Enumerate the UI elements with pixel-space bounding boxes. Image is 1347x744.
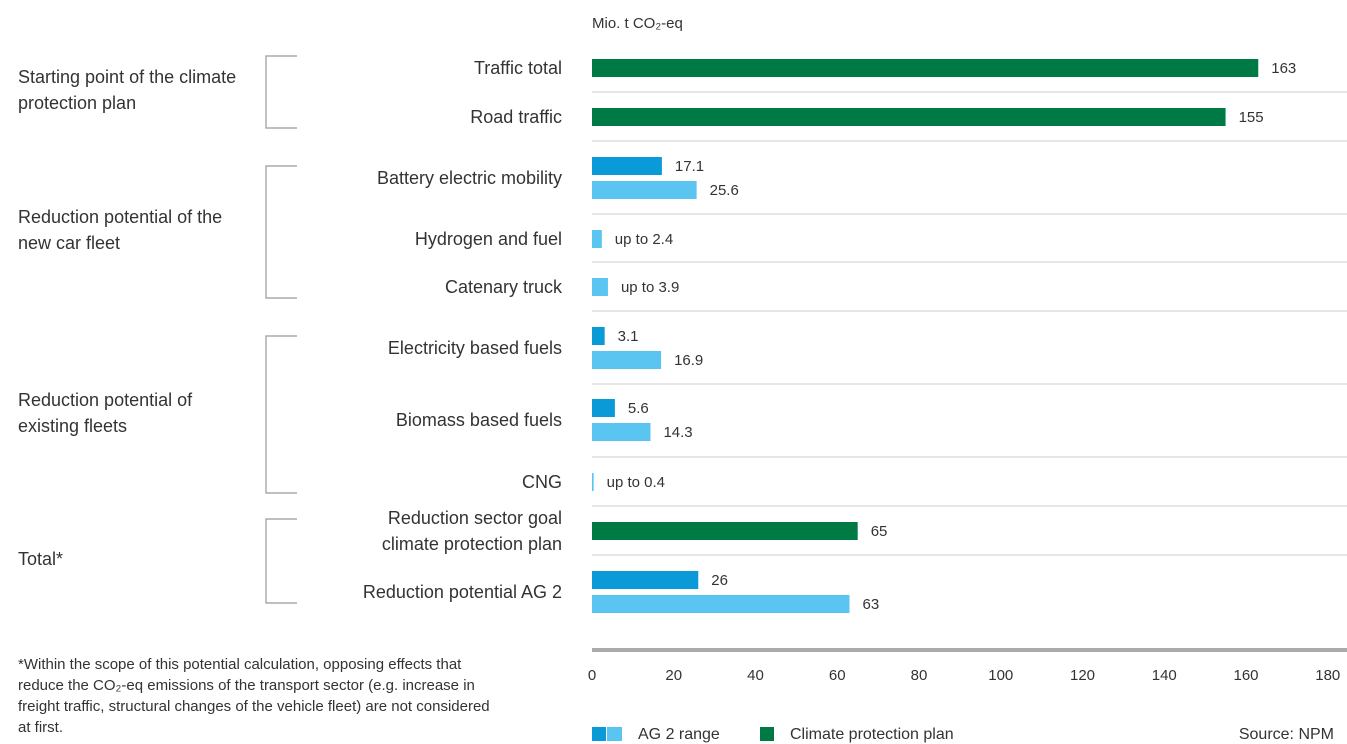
category-label: Battery electric mobility [376, 168, 562, 188]
value-label: 17.1 [675, 158, 704, 175]
group-label: Total* [18, 549, 64, 569]
legend-label: Climate protection plan [790, 726, 954, 743]
legend-swatch [592, 727, 606, 741]
value-label: up to 2.4 [615, 231, 673, 248]
bar [592, 278, 608, 296]
axis-label: Mio. t CO₂-eq [592, 15, 683, 32]
category-label: Reduction sector goal climate protection… [381, 508, 562, 554]
bar [592, 230, 602, 248]
value-label: 63 [863, 596, 880, 613]
legend-label: AG 2 range [638, 726, 720, 743]
bar [592, 59, 1259, 77]
bar [592, 108, 1226, 126]
x-tick-label: 60 [829, 667, 846, 684]
bar [592, 181, 697, 199]
bar [592, 423, 651, 441]
category-label: Catenary truck [444, 277, 562, 297]
bar [592, 327, 605, 345]
value-label: 25.6 [710, 182, 739, 199]
footnote: *Within the scope of this potential calc… [18, 656, 490, 736]
value-label: up to 0.4 [607, 474, 665, 491]
bar [592, 522, 858, 540]
group-bracket [265, 518, 297, 604]
value-label: up to 3.9 [621, 279, 679, 296]
value-label: 5.6 [628, 400, 649, 417]
x-tick-label: 20 [665, 667, 682, 684]
value-label: 163 [1271, 60, 1296, 77]
value-label: 26 [711, 572, 728, 589]
legend-swatch [607, 727, 622, 741]
legend-swatch [760, 727, 774, 741]
x-tick-label: 140 [1152, 667, 1177, 684]
category-label: Hydrogen and fuel [414, 229, 562, 249]
bar [592, 595, 850, 613]
x-tick-label: 120 [1070, 667, 1095, 684]
bar [592, 157, 662, 175]
x-tick-label: 100 [988, 667, 1013, 684]
category-label: Biomass based fuels [395, 410, 562, 430]
bar [592, 473, 594, 491]
category-label: Road traffic [470, 107, 562, 127]
bar [592, 351, 662, 369]
bar [592, 571, 699, 589]
category-label: CNG [522, 472, 562, 492]
x-tick-label: 40 [747, 667, 764, 684]
x-tick-label: 80 [911, 667, 928, 684]
bar [592, 399, 615, 417]
group-label: Reduction potential of the new car fleet [18, 207, 223, 253]
group-label: Starting point of the climate protection… [18, 67, 237, 113]
x-tick-label: 0 [588, 667, 596, 684]
value-label: 3.1 [618, 328, 639, 345]
group-label: Reduction potential of existing fleets [18, 389, 193, 436]
value-label: 65 [871, 523, 888, 540]
value-label: 155 [1239, 109, 1264, 126]
group-bracket [265, 165, 297, 299]
group-bracket [265, 55, 297, 129]
value-label: 16.9 [674, 352, 703, 369]
group-bracket [265, 335, 297, 494]
category-label: Reduction potential AG 2 [362, 582, 562, 602]
category-label: Electricity based fuels [387, 338, 562, 358]
value-label: 14.3 [663, 424, 692, 441]
category-label: Traffic total [473, 58, 562, 78]
x-tick-label: 160 [1233, 667, 1258, 684]
source: Source: NPM [1239, 726, 1334, 743]
x-tick-label: 180 [1315, 667, 1340, 684]
